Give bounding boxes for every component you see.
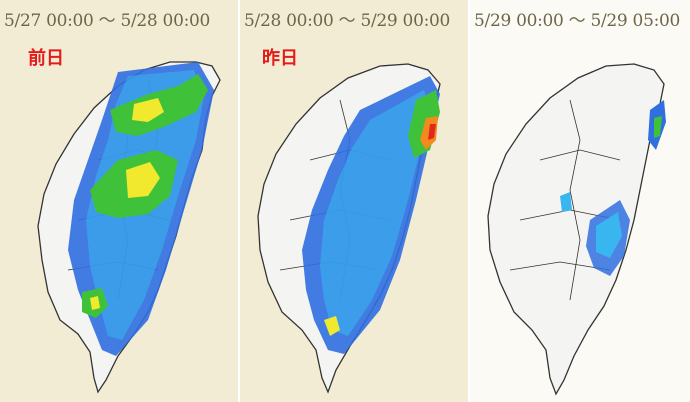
rainfall-panel-3: 5/29 00:00 ～ 5/29 05:00 — [470, 0, 690, 402]
panel-divider — [468, 0, 470, 402]
time-range: 5/29 00:00 ～ 5/29 05:00 — [474, 11, 681, 31]
taiwan-outline — [487, 63, 665, 396]
day-label: 昨日 — [262, 48, 298, 69]
rainfall-panel-1: 5/27 00:00 ～ 5/28 00:00 前日 — [0, 0, 238, 402]
day-label: 前日 — [28, 48, 64, 69]
rainfall-map-2 — [257, 63, 441, 394]
rainfall-map-3 — [487, 63, 666, 396]
rainfall-map-1 — [37, 61, 221, 394]
panel-divider — [238, 0, 240, 402]
rainfall-panel-2: 5/28 00:00 ～ 5/29 00:00 昨日 — [240, 0, 468, 402]
time-range: 5/27 00:00 ～ 5/28 00:00 — [4, 11, 211, 31]
rain-lightblue — [320, 90, 430, 336]
time-range: 5/28 00:00 ～ 5/29 00:00 — [244, 11, 451, 31]
